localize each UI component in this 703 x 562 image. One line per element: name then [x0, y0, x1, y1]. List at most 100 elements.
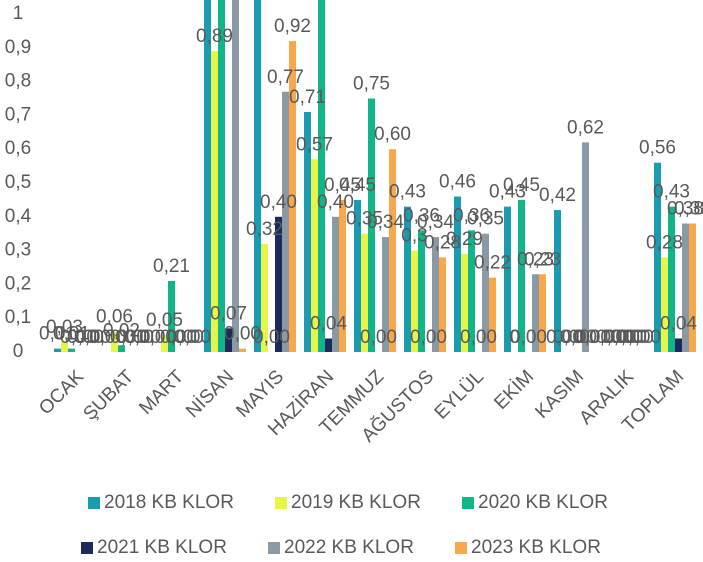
bar — [654, 162, 661, 352]
bar — [204, 0, 211, 352]
data-label: 0,75 — [353, 74, 390, 95]
data-label: 0,35 — [346, 209, 383, 230]
data-label: 0,23 — [524, 249, 561, 270]
bar — [261, 243, 268, 352]
bar — [232, 0, 239, 352]
data-label: 0,04 — [660, 313, 697, 334]
data-label: 0,34 — [417, 212, 454, 233]
data-label: 0,00 — [117, 327, 154, 348]
bar — [532, 274, 539, 352]
bar — [275, 216, 282, 352]
data-label: 0,00 — [360, 327, 397, 348]
data-label: 0,00 — [139, 327, 176, 348]
bar — [489, 277, 496, 352]
data-label: 0,38 — [674, 199, 703, 220]
data-label: 0,01 — [53, 324, 90, 345]
bar — [675, 338, 682, 352]
data-label: 0,00 — [160, 327, 197, 348]
y-tick-label: 0,6 — [5, 138, 31, 159]
data-label: 0,56 — [639, 138, 676, 159]
data-label: 0,29 — [446, 229, 483, 250]
data-label: 0,00 — [224, 324, 261, 345]
bar — [454, 196, 461, 352]
legend-label: 2019 KB KLOR — [291, 492, 421, 513]
bar — [439, 257, 446, 352]
data-label: 0,00 — [589, 327, 626, 348]
data-label: 0,22 — [474, 253, 511, 274]
bar — [211, 51, 218, 352]
bar — [361, 233, 368, 352]
data-label: 0,00 — [460, 327, 497, 348]
data-label: 0,38 — [667, 199, 703, 220]
bar — [311, 159, 318, 352]
y-tick-label: 0 — [13, 341, 24, 362]
data-label: 0,04 — [310, 313, 347, 334]
data-label: 0,00 — [167, 327, 204, 348]
data-label: 0,00 — [596, 327, 633, 348]
x-tick-label: EKİM — [490, 366, 538, 414]
bar — [68, 348, 75, 352]
bar — [304, 112, 311, 352]
bar — [318, 0, 325, 352]
bar — [661, 257, 668, 352]
data-label: 0,92 — [274, 16, 311, 37]
data-label: 0,42 — [539, 185, 576, 206]
data-label: 0,00 — [60, 327, 97, 348]
bar — [225, 328, 232, 352]
data-label: 0,57 — [296, 134, 333, 155]
data-label: 0,01 — [39, 324, 76, 345]
data-label: 0,45 — [324, 175, 361, 196]
bar — [468, 230, 475, 352]
bar — [168, 281, 175, 352]
legend-swatch — [81, 542, 93, 554]
legend-label: 2018 KB KLOR — [104, 492, 234, 513]
data-labels: 0,010,030,010,000,000,000,000,060,020,00… — [39, 16, 703, 348]
bar — [382, 237, 389, 352]
data-label: 0,00 — [174, 327, 211, 348]
bar — [668, 206, 675, 352]
bar — [61, 341, 68, 352]
y-tick-label: 0,4 — [5, 206, 32, 227]
bar — [582, 142, 589, 352]
bar — [111, 331, 118, 352]
bar — [504, 206, 511, 352]
data-label: 0,3 — [401, 226, 427, 247]
data-label: 0,43 — [389, 182, 426, 203]
data-label: 0,45 — [503, 175, 540, 196]
data-label: 0,00 — [110, 327, 147, 348]
data-label: 0,00 — [89, 327, 126, 348]
bar — [339, 199, 346, 352]
bar — [554, 210, 561, 352]
legend-label: 2023 KB KLOR — [471, 537, 601, 558]
data-label: 0,00 — [603, 327, 640, 348]
bar — [539, 274, 546, 352]
bar — [118, 345, 125, 352]
x-tick-label: NİSAN — [182, 366, 238, 422]
bar — [332, 216, 339, 352]
data-label: 0,21 — [153, 256, 190, 277]
data-label: 0,36 — [403, 205, 440, 226]
data-label: 0,00 — [574, 327, 611, 348]
y-tick-label: 0,8 — [5, 71, 31, 92]
data-label: 0,46 — [439, 172, 476, 193]
data-label: 0,00 — [546, 327, 583, 348]
data-label: 0,06 — [96, 307, 133, 328]
bar — [418, 230, 425, 352]
data-label: 0,36 — [453, 205, 490, 226]
data-label: 0,05 — [146, 310, 183, 331]
data-label: 0,40 — [260, 192, 297, 213]
data-label: 0,00 — [560, 327, 597, 348]
data-label: 0,00 — [617, 327, 654, 348]
bar — [411, 250, 418, 352]
data-label: 0,03 — [46, 317, 83, 338]
data-label: 0,00 — [67, 327, 104, 348]
bar — [404, 206, 411, 352]
bar — [354, 199, 361, 352]
data-label: 0,40 — [317, 192, 354, 213]
legend-swatch — [455, 542, 467, 554]
data-label: 0,00 — [124, 327, 161, 348]
data-label: 0,71 — [289, 87, 326, 108]
legend-swatch — [462, 497, 474, 509]
bar — [368, 98, 375, 352]
